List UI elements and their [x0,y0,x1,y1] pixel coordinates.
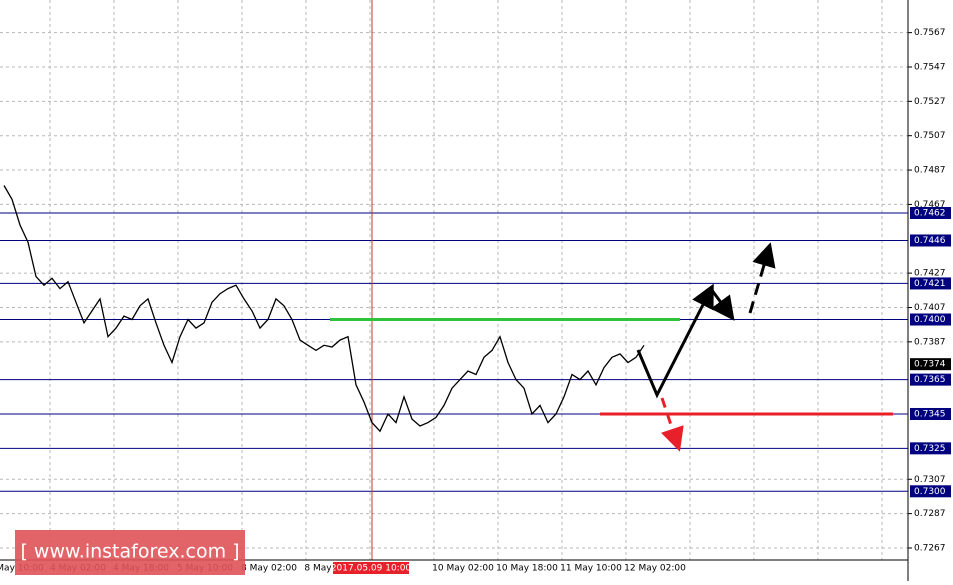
forecast-dashed-down [660,397,684,452]
y-tick-label: 0.7487 [914,166,946,176]
y-tick-label: 0.7567 [914,28,946,38]
level-label: 0.7325 [914,444,946,454]
x-tick-label: 2017.05.09 10:00 [331,564,412,574]
y-tick-label: 0.7287 [914,509,946,519]
forecast-up [636,283,714,399]
level-label-box [910,234,951,247]
watermark-box [15,530,245,575]
last-price-box [910,358,951,371]
y-tick-label: 0.7527 [914,97,946,107]
level-label: 0.7446 [914,236,946,246]
x-tick-label: 8 May [304,564,332,574]
level-label-box [910,442,951,455]
last-price-label: 0.7374 [914,360,946,370]
level-label-box [910,207,951,220]
x-tick-label: 10 May 02:00 [432,564,494,574]
forecast-dashed-up [748,242,776,314]
y-tick-label: 0.7507 [914,131,946,141]
level-label-box [910,313,951,326]
level-label: 0.7300 [914,487,946,497]
level-label: 0.7400 [914,315,946,325]
level-label: 0.7345 [914,409,946,419]
x-tick-label: 12 May 02:00 [624,564,686,574]
forecast-pullback [709,288,735,321]
level-label-box [910,407,951,420]
level-label-box [910,373,951,386]
y-tick-label: 0.7307 [914,475,946,485]
y-tick-label: 0.7407 [914,303,946,313]
y-tick-label: 0.7387 [914,337,946,347]
price-line [3,185,645,433]
level-label-box [910,485,951,498]
x-tick-label: 10 May 18:00 [496,564,558,574]
level-label: 0.7421 [914,279,946,289]
x-tick-label: 8 May 02:00 [241,564,297,574]
watermark: [ www.instaforex.com ] [20,541,239,563]
y-tick-label: 0.7467 [914,200,946,210]
level-label-box [910,277,951,290]
y-tick-label: 0.7547 [914,62,946,72]
level-label: 0.7462 [914,209,946,219]
x-label-highlight [333,562,409,574]
level-label: 0.7365 [914,375,946,385]
x-tick-label: 11 May 10:00 [560,564,622,574]
y-tick-label: 0.7267 [914,543,946,553]
y-tick-label: 0.7427 [914,269,946,279]
